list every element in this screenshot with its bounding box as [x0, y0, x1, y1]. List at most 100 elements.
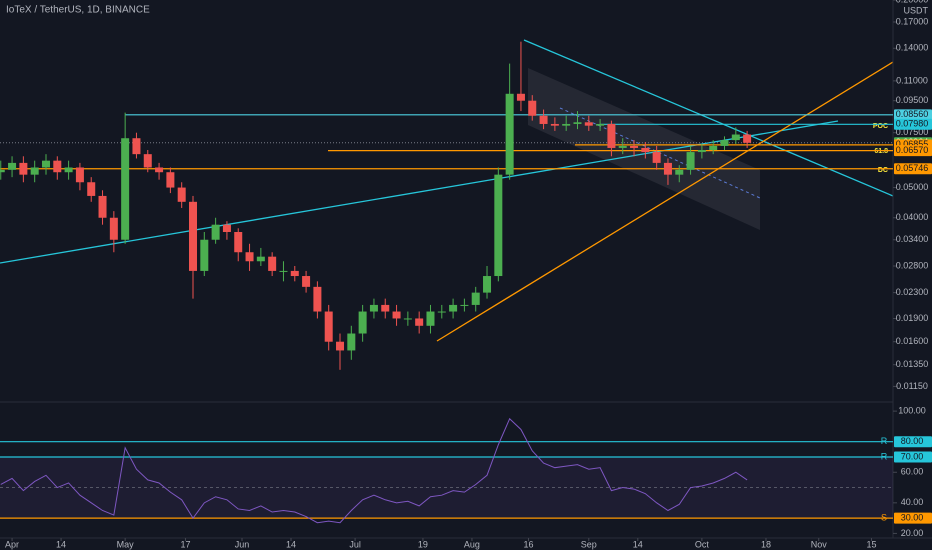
candle-body: [505, 93, 514, 175]
candle-body: [109, 217, 118, 240]
candle-body: [584, 122, 593, 126]
x-tick-label: 15: [867, 539, 877, 549]
candle-body: [596, 123, 605, 126]
candle-body: [675, 169, 684, 175]
y-tick-label: 0.20000: [896, 0, 929, 4]
candle-body: [358, 311, 367, 334]
y-tick-label: 0.02300: [896, 287, 929, 297]
annotation: POC: [873, 123, 888, 130]
x-tick-label: Apr: [5, 539, 19, 549]
candle-body: [75, 167, 84, 183]
candle-body: [245, 252, 254, 262]
trendline: [436, 61, 894, 342]
candle-body: [64, 167, 73, 173]
price-label: 0.06855: [896, 139, 929, 149]
price-label-box: [894, 118, 932, 130]
rsi-label-box: [894, 451, 932, 463]
price-label-box: [894, 145, 932, 157]
y-tick-label: 40.00: [901, 497, 924, 507]
x-tick-label: 14: [56, 539, 66, 549]
candle-body: [200, 239, 209, 271]
candle-body: [460, 304, 469, 306]
candle-body: [392, 311, 401, 319]
x-tick-label: Sep: [581, 539, 597, 549]
y-tick-label: 0.17000: [896, 16, 929, 26]
price-label: 0.05746: [896, 163, 929, 173]
candle-body: [709, 145, 718, 150]
candle-body: [573, 122, 582, 124]
candle-body: [234, 232, 243, 253]
rsi-label: 70.00: [901, 451, 924, 461]
y-tick-label: 20.00: [901, 528, 924, 538]
candle-body: [211, 224, 220, 240]
candle-body: [41, 160, 50, 168]
candle-body: [471, 292, 480, 305]
candle-body: [279, 270, 288, 272]
candle-body: [403, 318, 412, 320]
annotation: 61.8: [874, 148, 888, 155]
x-tick-label: Jul: [349, 539, 361, 549]
candle-body: [415, 318, 424, 326]
candle-body: [449, 304, 458, 312]
candle-body: [437, 311, 446, 313]
y-tick-label: 0.01600: [896, 336, 929, 346]
candle-body: [313, 286, 322, 312]
candle-body: [697, 149, 706, 153]
symbol: IoTeX / TetherUS, 1D, BINANCE: [6, 5, 150, 16]
candle-body: [87, 182, 96, 196]
rsi-label-box: [894, 436, 932, 448]
y-tick-label: 60.00: [901, 467, 924, 477]
candle-body: [562, 123, 571, 126]
candle-body: [222, 224, 231, 233]
y-tick-label: 100.00: [898, 405, 926, 415]
candle-body: [652, 152, 661, 163]
currency: USDT: [904, 5, 929, 15]
rsi-label: 30.00: [901, 513, 924, 523]
candle-body: [630, 145, 639, 148]
candle-body: [618, 145, 627, 148]
rsi-label-box: [894, 512, 932, 524]
candle-body: [720, 140, 729, 146]
candle-body: [516, 93, 525, 101]
candle-body: [188, 201, 197, 271]
candle-body: [528, 100, 537, 116]
y-tick-label: 0.07500: [896, 127, 929, 137]
y-tick-label: 0.05000: [896, 182, 929, 192]
candle-body: [0, 169, 5, 173]
candle-body: [641, 147, 650, 153]
annotation: DC: [878, 167, 888, 174]
trendline: [523, 39, 894, 197]
candle-body: [155, 167, 164, 173]
candle-body: [177, 187, 186, 202]
x-tick-label: Aug: [464, 539, 480, 549]
y-tick-label: 0.03400: [896, 234, 929, 244]
y-tick-label: 0.09500: [896, 95, 929, 105]
price-label: 0.07980: [896, 119, 929, 129]
y-tick-label: 0.01150: [896, 381, 928, 391]
y-tick-label: 0.14000: [896, 43, 929, 53]
y-tick-label: 0.04000: [896, 212, 929, 222]
candle-body: [143, 154, 152, 168]
x-tick-label: Oct: [695, 539, 710, 549]
candle-body: [302, 276, 311, 287]
x-tick-label: 18: [761, 539, 771, 549]
price-label: 0.06570: [896, 145, 929, 155]
candle-body: [290, 270, 299, 277]
rsi-line: [0, 417, 748, 524]
candle-body: [268, 256, 277, 271]
candle-body: [98, 195, 107, 218]
candle-body: [19, 162, 28, 175]
price-label: 0.08560: [896, 109, 929, 119]
x-tick-label: 19: [418, 539, 428, 549]
candle-body: [426, 311, 435, 326]
candle-body: [30, 167, 39, 175]
y-tick-label: 0.02800: [896, 260, 929, 270]
candle-body: [132, 138, 141, 155]
y-tick-label: 0.11000: [896, 75, 928, 85]
candle-body: [663, 162, 672, 175]
candle-body: [607, 123, 616, 148]
candle-body: [686, 152, 695, 170]
candle-body: [539, 115, 548, 124]
